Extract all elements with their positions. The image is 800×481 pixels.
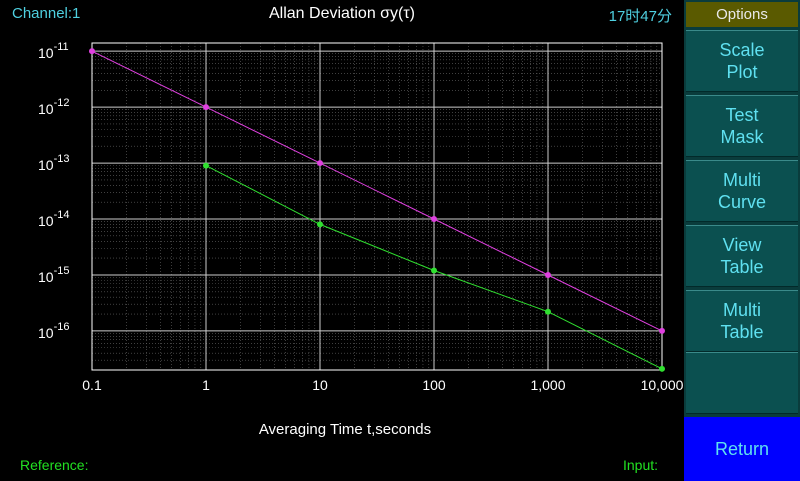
x-tick-label: 10,000: [641, 377, 684, 393]
options-header: Options: [686, 2, 798, 27]
x-tick-label: 10: [312, 377, 328, 393]
multi-curve-button[interactable]: Multi Curve: [686, 160, 798, 222]
x-tick-label: 0.1: [82, 377, 102, 393]
series-1-line: [91, 50, 663, 332]
series-layer: [89, 48, 665, 372]
x-tick-label: 1,000: [530, 377, 565, 393]
y-tick-label: 10-11: [38, 41, 69, 61]
series-1-point: [203, 104, 209, 111]
series-1-point: [317, 160, 323, 167]
y-tick-label: 10-12: [38, 97, 69, 117]
series-2-point: [203, 162, 209, 169]
clock-display: 17时47分: [608, 8, 672, 25]
series-2-point: [317, 221, 323, 228]
x-axis-label: Averaging Time t,seconds: [258, 421, 432, 438]
chart-title: Allan Deviation σy(τ): [268, 5, 416, 22]
y-tick-label: 10-15: [38, 265, 69, 285]
series-2-point: [659, 365, 665, 372]
multi-table-label: Multi Table: [720, 300, 764, 342]
blank-softkey-button[interactable]: [686, 352, 798, 414]
series-1-point: [89, 48, 95, 55]
series-2-point: [545, 308, 551, 315]
axis-ticks: 0.1 1 10 100 1,000 10,000 10-11 10-12 10-13 10-14…: [38, 41, 684, 393]
allan-deviation-chart: 0.1 1 10 100 1,000 10,000 10-11 10-12 10-13 10-14…: [38, 41, 684, 393]
options-sidebar: Options Scale Plot Test Mask Multi Curve…: [684, 0, 800, 481]
view-table-label: View Table: [720, 235, 764, 277]
input-label: Input:: [623, 457, 659, 473]
series-1-point: [431, 216, 437, 223]
test-mask-label: Test Mask: [720, 105, 764, 147]
multi-curve-label: Multi Curve: [717, 170, 766, 212]
multi-table-button[interactable]: Multi Table: [686, 290, 798, 352]
major-grid: [92, 43, 662, 370]
x-tick-label: 100: [422, 377, 446, 393]
scale-plot-label: Scale Plot: [719, 40, 765, 82]
view-table-button[interactable]: View Table: [686, 225, 798, 287]
minor-grid: [92, 43, 662, 370]
return-button[interactable]: Return: [684, 417, 800, 481]
y-tick-label: 10-13: [38, 153, 69, 173]
series-1-point: [545, 271, 551, 278]
plot-frame: [91, 42, 663, 371]
scale-plot-button[interactable]: Scale Plot: [686, 30, 798, 92]
y-tick-label: 10-16: [38, 321, 69, 341]
test-mask-button[interactable]: Test Mask: [686, 95, 798, 157]
reference-label: Reference:: [20, 457, 89, 473]
y-tick-label: 10-14: [38, 209, 69, 229]
series-1-point: [659, 327, 665, 334]
x-tick-label: 1: [202, 377, 210, 393]
channel-indicator: Channel:1: [12, 5, 81, 22]
series-2-point: [431, 267, 437, 274]
